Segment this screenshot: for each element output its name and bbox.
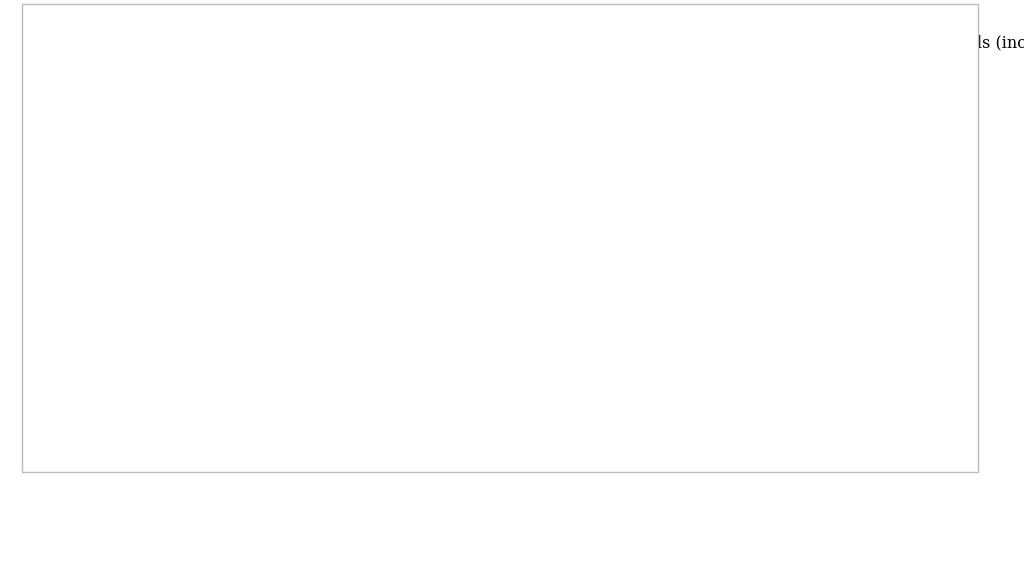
Text: wedge and dash bonds), charges, nonbonding electrons, and curved arrows (forward: wedge and dash bonds), charges, nonbondi… (22, 55, 839, 72)
Text: ⊖: ⊖ (919, 409, 935, 428)
Text: Step 1: Draw curved arrows.: Step 1: Draw curved arrows. (47, 80, 270, 94)
Text: ↺: ↺ (872, 409, 889, 428)
Polygon shape (427, 197, 494, 262)
FancyArrowPatch shape (348, 126, 365, 137)
Circle shape (655, 274, 679, 298)
FancyArrowPatch shape (434, 262, 630, 328)
FancyBboxPatch shape (904, 397, 950, 439)
Text: Complete the mechanism for the base-catalyzed racemization of the chiral ketone : Complete the mechanism for the base-cata… (22, 35, 1024, 52)
Text: H: H (730, 247, 748, 265)
Text: −: − (662, 279, 672, 293)
FancyBboxPatch shape (858, 397, 904, 439)
Text: H: H (421, 356, 433, 370)
FancyBboxPatch shape (812, 397, 858, 439)
FancyArrowPatch shape (372, 237, 410, 258)
Text: O: O (657, 247, 673, 265)
Text: ⊕: ⊕ (826, 409, 843, 428)
